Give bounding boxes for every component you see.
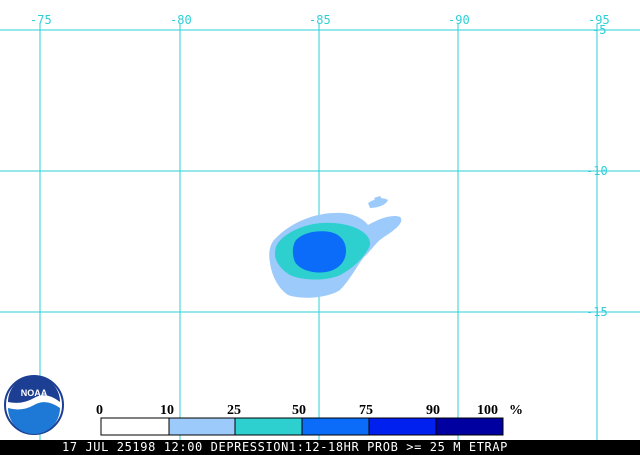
probability-field: [269, 196, 402, 298]
lon-label-95: -95: [588, 13, 610, 27]
lon-label-80: -80: [170, 13, 192, 27]
legend-swatch-10-25: [168, 417, 236, 436]
legend-unit: %: [509, 403, 523, 418]
lon-label-75: -75: [30, 13, 52, 27]
legend-swatch-50-75: [301, 417, 370, 436]
noaa-logo-icon: NOAA: [4, 375, 64, 435]
legend: 0 10 25 50 75 90 100 %: [96, 403, 523, 436]
legend-swatch-90-100: [435, 417, 504, 436]
lon-label-90: -90: [448, 13, 470, 27]
legend-value-10: 10: [160, 403, 174, 418]
lat-label-5: -5: [592, 23, 606, 37]
lat-label-10: -10: [586, 164, 608, 178]
legend-value-90: 90: [426, 403, 440, 418]
prob-10-25-streak-1: [368, 198, 388, 208]
legend-swatch-75-90: [368, 417, 437, 436]
prob-10-25-streak-2: [374, 196, 382, 201]
logo-text: NOAA: [21, 388, 48, 398]
legend-value-100: 100: [477, 403, 498, 418]
legend-value-50: 50: [292, 403, 306, 418]
legend-value-25: 25: [227, 403, 241, 418]
caption-bar: 17 JUL 25198 12:00 DEPRESSION1:12-18HR P…: [0, 440, 640, 455]
prob-50-75-core: [292, 231, 346, 273]
legend-swatch-0-10: [100, 417, 170, 436]
legend-value-75: 75: [359, 403, 373, 418]
caption-text: 17 JUL 25198 12:00 DEPRESSION1:12-18HR P…: [62, 440, 509, 454]
legend-swatch-25-50: [234, 417, 303, 436]
lat-lon-grid: [0, 24, 640, 440]
lat-label-15: -15: [586, 305, 608, 319]
lon-label-85: -85: [309, 13, 331, 27]
legend-value-0: 0: [96, 403, 103, 418]
